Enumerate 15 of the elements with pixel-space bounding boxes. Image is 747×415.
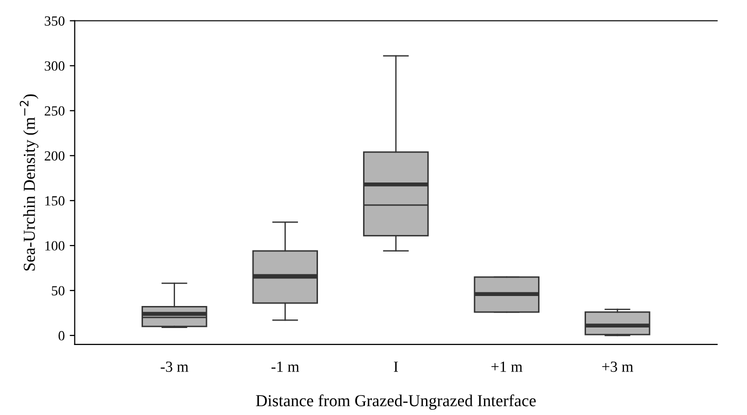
y-tick-label: 150 bbox=[45, 196, 64, 206]
x-axis-title: Distance from Grazed-Ungrazed Interface bbox=[256, 394, 536, 410]
y-tick-label: 100 bbox=[45, 241, 64, 250]
x-tick-label: I bbox=[394, 362, 398, 372]
x-tick-label: -3 m bbox=[160, 362, 188, 372]
x-tick-label: +3 m bbox=[602, 362, 634, 372]
y-tick-label: 250 bbox=[44, 106, 64, 116]
x-tick-label: +1 m bbox=[491, 362, 522, 372]
y-tick-label: 300 bbox=[44, 61, 64, 71]
y-tick-label: 50 bbox=[52, 286, 64, 296]
x-tick-label: -1 m bbox=[272, 362, 300, 372]
y-tick-label: 200 bbox=[44, 151, 64, 161]
y-tick-label: 350 bbox=[44, 16, 64, 26]
y-axis-title: Sea-Urchin Density (m$^{−2}$) bbox=[20, 94, 38, 270]
y-tick-label: 0 bbox=[58, 331, 64, 340]
